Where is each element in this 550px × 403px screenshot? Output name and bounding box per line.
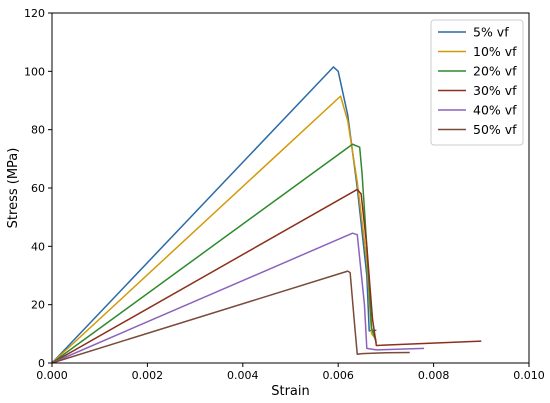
y-tick-label: 20 xyxy=(31,299,45,312)
x-axis-label: Strain xyxy=(271,384,310,399)
y-tick-label: 80 xyxy=(31,124,45,137)
legend-label: 40% vf xyxy=(473,103,517,118)
y-tick-label: 120 xyxy=(24,7,45,20)
y-axis-label: Stress (MPa) xyxy=(6,148,21,229)
x-tick-label: 0.006 xyxy=(322,369,354,382)
legend-label: 50% vf xyxy=(473,122,517,137)
y-tick-label: 60 xyxy=(31,182,45,195)
legend: 5% vf 10% vf 20% vf 30% vf 40% vf 50% vf xyxy=(430,19,524,146)
series-line-3 xyxy=(51,143,378,364)
series-line-4 xyxy=(51,188,482,364)
y-tick-label: 100 xyxy=(24,65,45,78)
legend-label: 20% vf xyxy=(473,64,517,79)
series-line-5 xyxy=(51,232,425,364)
y-tick-label: 40 xyxy=(31,240,45,253)
x-tick-label: 0.010 xyxy=(513,369,545,382)
legend-label: 5% vf xyxy=(473,25,509,40)
legend-label: 30% vf xyxy=(473,83,517,98)
y-tick-label: 0 xyxy=(38,357,45,370)
series-line-6 xyxy=(51,270,410,364)
x-tick-label: 0.000 xyxy=(36,369,68,382)
y-axis-ticks: 0 20 40 60 80 100 120 xyxy=(24,7,52,370)
series-line-2 xyxy=(51,95,377,364)
x-tick-label: 0.002 xyxy=(132,369,164,382)
x-axis-ticks: 0.000 0.002 0.004 0.006 0.008 0.010 xyxy=(36,363,545,382)
x-tick-label: 0.008 xyxy=(418,369,450,382)
legend-label: 10% vf xyxy=(473,44,517,59)
x-tick-label: 0.004 xyxy=(227,369,259,382)
